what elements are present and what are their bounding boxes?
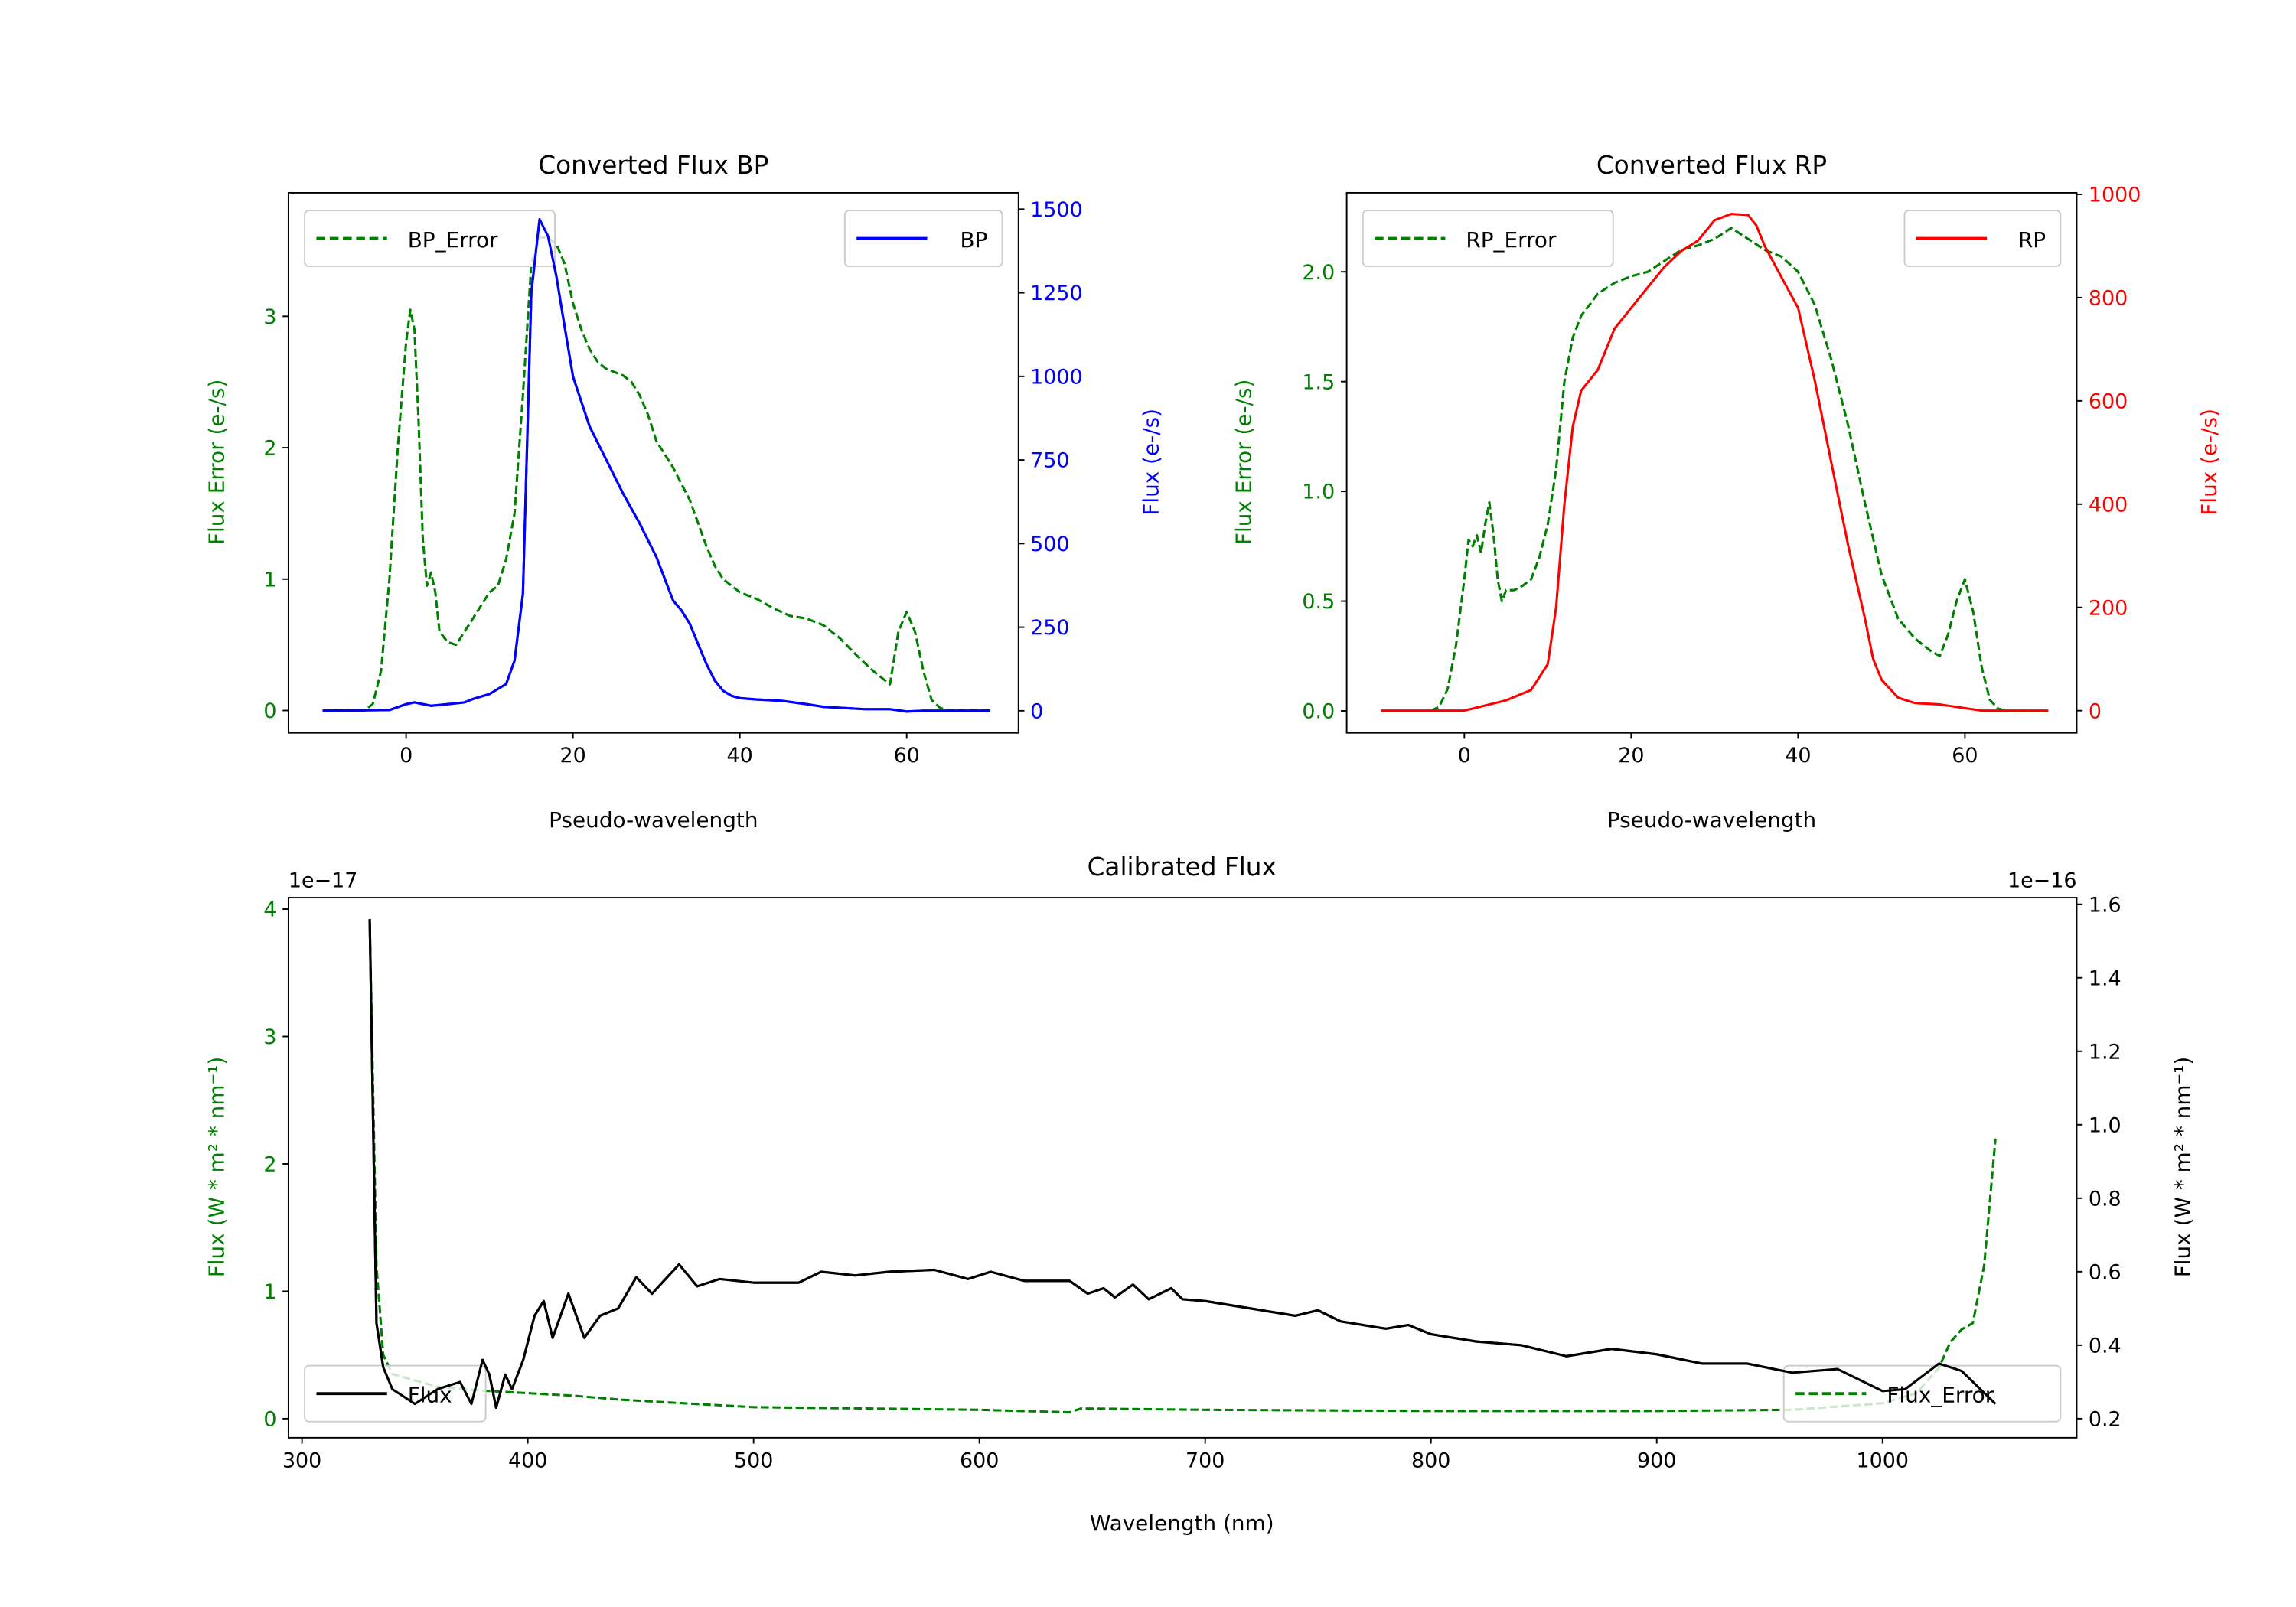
x-tick-label: 20: [1618, 744, 1644, 768]
y-tick-label-left: 0: [263, 1407, 276, 1431]
x-tick-label: 60: [1952, 744, 1978, 768]
y-tick-label-right: 1.6: [2089, 893, 2122, 917]
series-overlay-bp: [322, 218, 990, 713]
legend-label: BP: [960, 227, 987, 253]
y-tick-label-right: 500: [1030, 533, 1069, 556]
y-tick-label-left: 1: [263, 568, 276, 592]
y-tick-label-left: 1: [263, 1280, 276, 1304]
series-overlay-flux: [368, 918, 1997, 1409]
y-tick-label-right: 0: [1030, 699, 1043, 723]
y-tick-label-left: 2: [263, 1153, 276, 1177]
rp-xlabel: Pseudo-wavelength: [1607, 807, 1816, 833]
x-tick-label: 300: [282, 1449, 321, 1472]
x-tick-label: 60: [894, 744, 920, 768]
calibrated-panel: Calibrated Flux Wavelength (nm) Flux (W …: [204, 852, 2195, 1536]
rp-plot: 0 20 40 60 0.0 0.5 1.0 1.5 2.0 0 200 400 600 800 1000: [1302, 184, 2141, 768]
y-tick-label-right: 0.4: [2089, 1334, 2122, 1358]
x-tick-label: 400: [508, 1449, 547, 1472]
y-tick-label-left: 2: [263, 437, 276, 461]
y-tick-label-right: 1000: [1030, 365, 1082, 389]
y-tick-label-right: 1500: [1030, 198, 1082, 222]
legend-flux: Flux: [304, 1364, 487, 1423]
x-tick-label: 40: [727, 744, 753, 768]
x-tick-label: 600: [960, 1449, 999, 1472]
x-tick-label: 1000: [1857, 1449, 1909, 1472]
y-tick-label-left: 1.0: [1302, 481, 1335, 504]
y-tick-label-left: 4: [263, 898, 276, 922]
rp-axes-frame: [1345, 191, 2078, 734]
y-tick-label-right: 600: [2089, 390, 2128, 413]
rp-panel: Converted Flux RP Pseudo-wavelength Flux…: [1231, 151, 2223, 833]
y-tick-label-right: 0.8: [2089, 1187, 2122, 1211]
legend-bp: BP: [843, 210, 1003, 268]
series-bp-error: [322, 236, 990, 712]
y-tick-label-right: 0.2: [2089, 1407, 2122, 1431]
rp-ylabel-right: Flux (e-/s): [2197, 409, 2222, 516]
y-tick-label-left: 2.0: [1302, 261, 1335, 285]
y-tick-label-right: 1.0: [2089, 1113, 2122, 1137]
y-tick-label-right: 0.6: [2089, 1260, 2122, 1284]
calibrated-ylabel-right: Flux (W * m² * nm⁻¹): [2170, 1057, 2196, 1277]
y-tick-label-right: 1.2: [2089, 1040, 2122, 1064]
legend-box: [304, 1364, 487, 1423]
bp-axes-frame: [287, 191, 1019, 734]
legend-box: [1362, 210, 1614, 268]
y-tick-label-right: 400: [2089, 493, 2128, 517]
calibrated-axes-frame: [287, 897, 2078, 1439]
legend-label: RP_Error: [1466, 227, 1557, 253]
bp-panel: Converted Flux BP Pseudo-wavelength Flux…: [204, 151, 1163, 833]
calibrated-xlabel: Wavelength (nm): [1090, 1511, 1274, 1536]
y-tick-label-right: 200: [2089, 596, 2128, 620]
x-tick-label: 20: [560, 744, 586, 768]
x-tick-label: 40: [1785, 744, 1811, 768]
y-tick-label-right: 1000: [2089, 184, 2141, 207]
series-rp-error: [1430, 227, 2049, 712]
y-tick-label-left: 0.0: [1302, 700, 1335, 724]
legend-rp-error: RP_Error: [1362, 210, 1614, 268]
x-tick-label: 0: [1458, 744, 1471, 768]
rp-title: Converted Flux RP: [1596, 151, 1827, 180]
legend-rp: RP: [1903, 210, 2062, 268]
y-tick-label-left: 3: [263, 1025, 276, 1049]
y-tick-label-right: 0: [2089, 699, 2102, 723]
x-tick-label: 700: [1186, 1449, 1225, 1472]
legend-box: [304, 210, 556, 268]
bp-ylabel-left: Flux Error (e-/s): [204, 380, 229, 545]
x-tick-label: 900: [1637, 1449, 1676, 1472]
y-tick-label-right: 250: [1030, 616, 1069, 640]
x-tick-label: 0: [400, 744, 413, 768]
y-tick-label-left: 0.5: [1302, 590, 1335, 614]
legend-label: BP_Error: [408, 227, 498, 253]
bp-title: Converted Flux BP: [538, 151, 768, 180]
offset-left: 1e−17: [289, 869, 357, 893]
x-tick-label: 800: [1411, 1449, 1450, 1472]
y-tick-label-left: 1.5: [1302, 370, 1335, 394]
y-tick-label-right: 750: [1030, 449, 1069, 473]
offset-right: 1e−16: [2007, 869, 2076, 893]
y-tick-label-right: 800: [2089, 287, 2128, 311]
legend-bp-error: BP_Error: [304, 210, 556, 268]
calibrated-ylabel-left: Flux (W * m² * nm⁻¹): [204, 1057, 229, 1277]
y-tick-label-left: 3: [263, 305, 276, 329]
rp-ylabel-left: Flux Error (e-/s): [1231, 380, 1257, 545]
y-tick-label-left: 0: [263, 699, 276, 723]
series-rp: [1381, 213, 2049, 712]
y-tick-label-right: 1.4: [2089, 966, 2122, 990]
legend-flux-error: Flux_Error: [1782, 1364, 2062, 1423]
bp-ylabel-right: Flux (e-/s): [1138, 409, 1163, 516]
legend-box: [1782, 1364, 2062, 1423]
calibrated-title: Calibrated Flux: [1088, 852, 1277, 882]
x-tick-label: 500: [734, 1449, 773, 1472]
bp-xlabel: Pseudo-wavelength: [549, 807, 758, 833]
legend-label: RP: [2018, 227, 2046, 253]
y-tick-label-right: 1250: [1030, 282, 1082, 305]
